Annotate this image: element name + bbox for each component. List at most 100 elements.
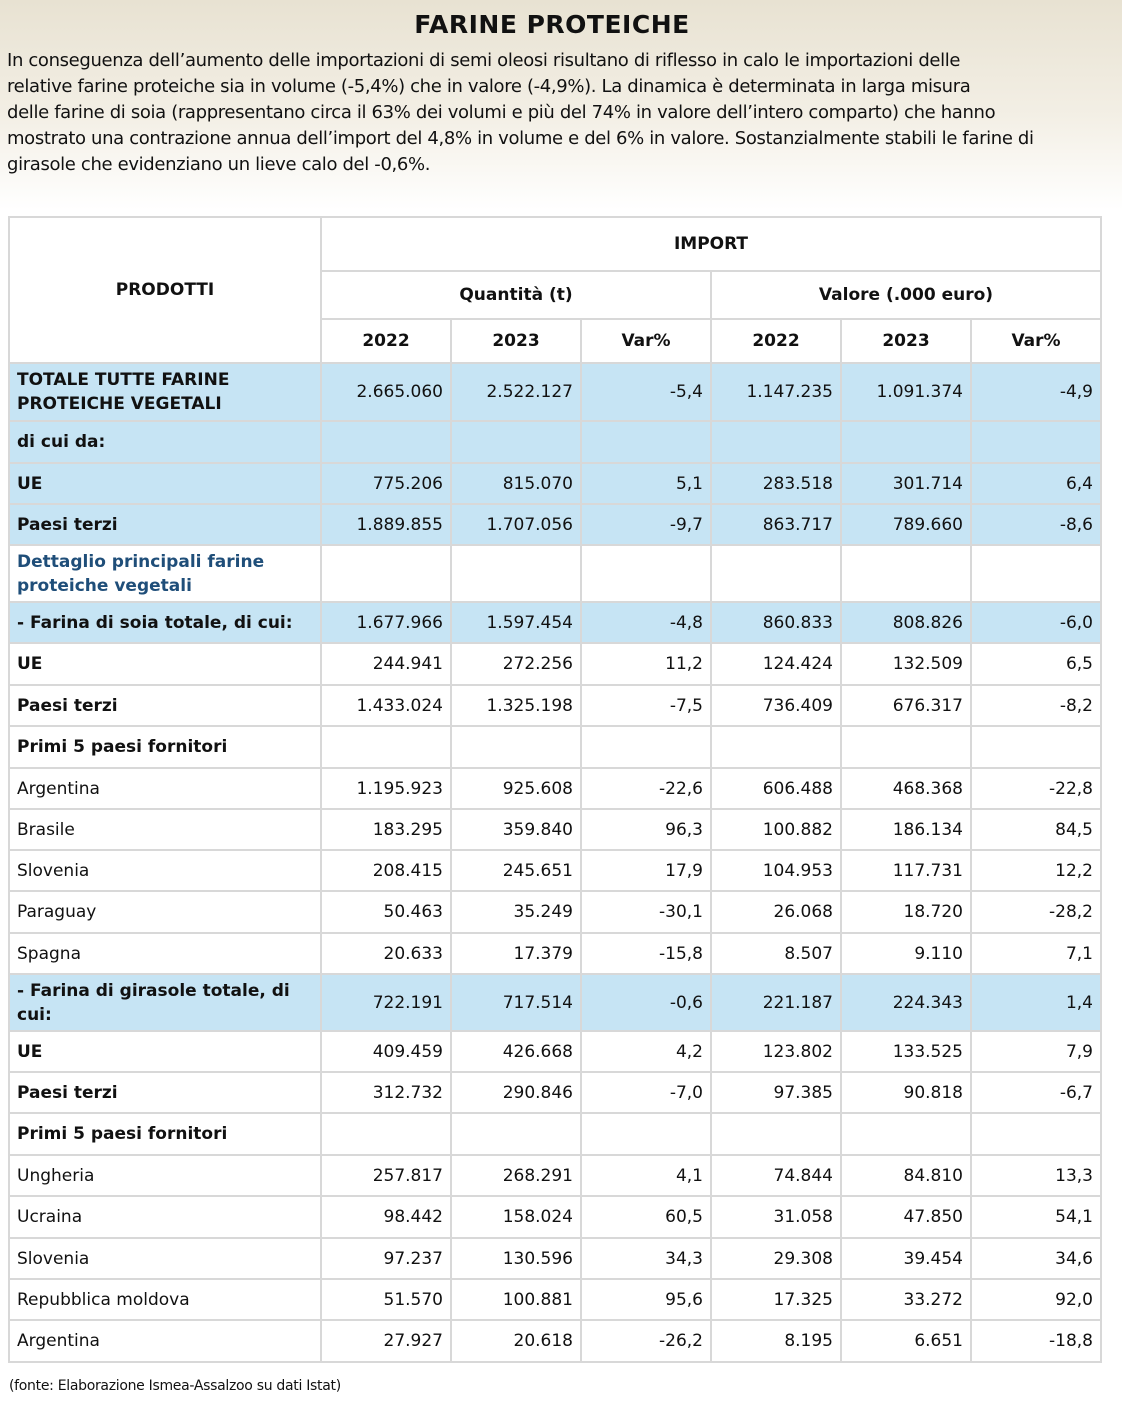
- cell: 39.454: [840, 1237, 972, 1280]
- cell: -4,8: [580, 601, 712, 644]
- cell: 283.518: [710, 462, 842, 505]
- cell: [320, 420, 452, 464]
- cell: 815.070: [450, 462, 582, 505]
- year-header: 2022: [710, 318, 842, 364]
- row-label: Paesi terzi: [8, 684, 322, 727]
- cell: 51.570: [320, 1278, 452, 1321]
- table-row: Dettaglio principali farine proteiche ve…: [8, 544, 1102, 603]
- sub-header: Valore (.000 euro): [710, 270, 1102, 320]
- table-row: - Farina di soia totale, di cui: 1.677.96…: [8, 601, 1102, 644]
- cell: 60,5: [580, 1195, 712, 1239]
- row-label: UE: [8, 642, 322, 686]
- table-row: Ucraina 98.442 158.024 60,5 31.058 47.850 54,1: [8, 1195, 1102, 1239]
- cell: 18.720: [840, 890, 972, 934]
- cell: 1.433.024: [320, 684, 452, 727]
- cell: 925.608: [450, 767, 582, 810]
- cell: 124.424: [710, 642, 842, 686]
- cell: 96,3: [580, 808, 712, 851]
- cell: -30,1: [580, 890, 712, 934]
- cell: -6,7: [970, 1071, 1102, 1114]
- cell: 9.110: [840, 932, 972, 975]
- table-row: - Farina di girasole totale, di cui: 722.…: [8, 973, 1102, 1032]
- row-label: Primi 5 paesi fornitori: [8, 1112, 322, 1156]
- group-header: IMPORT: [320, 216, 1102, 272]
- cell: 8.507: [710, 932, 842, 975]
- cell: -8,6: [970, 503, 1102, 546]
- cell: 11,2: [580, 642, 712, 686]
- cell: 4,1: [580, 1154, 712, 1197]
- cell: 29.308: [710, 1237, 842, 1280]
- cell: 98.442: [320, 1195, 452, 1239]
- year-header: Var%: [580, 318, 712, 364]
- table-row: Slovenia 97.237 130.596 34,3 29.308 39.454 34,…: [8, 1237, 1102, 1280]
- cell: 7,9: [970, 1030, 1102, 1073]
- row-label: Brasile: [8, 808, 322, 851]
- cell: 27.927: [320, 1319, 452, 1363]
- cell: -26,2: [580, 1319, 712, 1363]
- row-label: Primi 5 paesi fornitori: [8, 725, 322, 769]
- cell: -6,0: [970, 601, 1102, 644]
- cell: 8.195: [710, 1319, 842, 1363]
- cell: [710, 725, 842, 769]
- row-label: TOTALE TUTTE FARINE PROTEICHE VEGETALI: [8, 362, 322, 422]
- cell: 2.522.127: [450, 362, 582, 422]
- cell: 208.415: [320, 849, 452, 892]
- row-label: UE: [8, 462, 322, 505]
- cell: 97.237: [320, 1237, 452, 1280]
- cell: -22,6: [580, 767, 712, 810]
- cell: 717.514: [450, 973, 582, 1032]
- cell: [580, 420, 712, 464]
- row-label: Ungheria: [8, 1154, 322, 1197]
- cell: 1.091.374: [840, 362, 972, 422]
- cell: 676.317: [840, 684, 972, 727]
- table-row: Ungheria 257.817 268.291 4,1 74.844 84.810 13,…: [8, 1154, 1102, 1197]
- table-row: UE 409.459 426.668 4,2 123.802 133.525 7,9: [8, 1030, 1102, 1073]
- table-row: Argentina 1.195.923 925.608 -22,6 606.488 468…: [8, 767, 1102, 810]
- cell: [970, 725, 1102, 769]
- column-header: PRODOTTI: [8, 216, 322, 364]
- table-row: UE 775.206 815.070 5,1 283.518 301.714 6,4: [8, 462, 1102, 505]
- cell: 736.409: [710, 684, 842, 727]
- cell: -15,8: [580, 932, 712, 975]
- cell: -22,8: [970, 767, 1102, 810]
- row-label: Argentina: [8, 1319, 322, 1363]
- cell: 1.889.855: [320, 503, 452, 546]
- cell: 34,6: [970, 1237, 1102, 1280]
- source-note: (fonte: Elaborazione Ismea-Assalzoo su d…: [9, 1378, 341, 1394]
- cell: [840, 1112, 972, 1156]
- cell: 860.833: [710, 601, 842, 644]
- cell: 26.068: [710, 890, 842, 934]
- row-label: di cui da:: [8, 420, 322, 464]
- header-background: [0, 0, 1122, 210]
- cell: 17.379: [450, 932, 582, 975]
- row-label: Dettaglio principali farine proteiche ve…: [8, 544, 322, 603]
- paragraph-line: mostrato una contrazione annua dell’impo…: [7, 128, 1034, 149]
- row-label: Spagna: [8, 932, 322, 975]
- cell: [320, 1112, 452, 1156]
- cell: [970, 1112, 1102, 1156]
- cell: 6,4: [970, 462, 1102, 505]
- intro-paragraph: In conseguenza dell’aumento delle import…: [7, 48, 1117, 178]
- cell: 13,3: [970, 1154, 1102, 1197]
- cell: 95,6: [580, 1278, 712, 1321]
- cell: 35.249: [450, 890, 582, 934]
- paragraph-line: girasole che evidenziano un lieve calo d…: [7, 154, 431, 175]
- cell: 47.850: [840, 1195, 972, 1239]
- cell: 1.195.923: [320, 767, 452, 810]
- cell: -9,7: [580, 503, 712, 546]
- cell: [580, 1112, 712, 1156]
- cell: 90.818: [840, 1071, 972, 1114]
- row-label: Repubblica moldova: [8, 1278, 322, 1321]
- cell: -7,5: [580, 684, 712, 727]
- cell: -4,9: [970, 362, 1102, 422]
- cell: 20.633: [320, 932, 452, 975]
- cell: 312.732: [320, 1071, 452, 1114]
- cell: 183.295: [320, 808, 452, 851]
- cell: [580, 544, 712, 603]
- cell: 5,1: [580, 462, 712, 505]
- cell: 257.817: [320, 1154, 452, 1197]
- cell: [450, 1112, 582, 1156]
- table-row: Paesi terzi 312.732 290.846 -7,0 97.385 90.81…: [8, 1071, 1102, 1114]
- cell: 1.707.056: [450, 503, 582, 546]
- cell: 123.802: [710, 1030, 842, 1073]
